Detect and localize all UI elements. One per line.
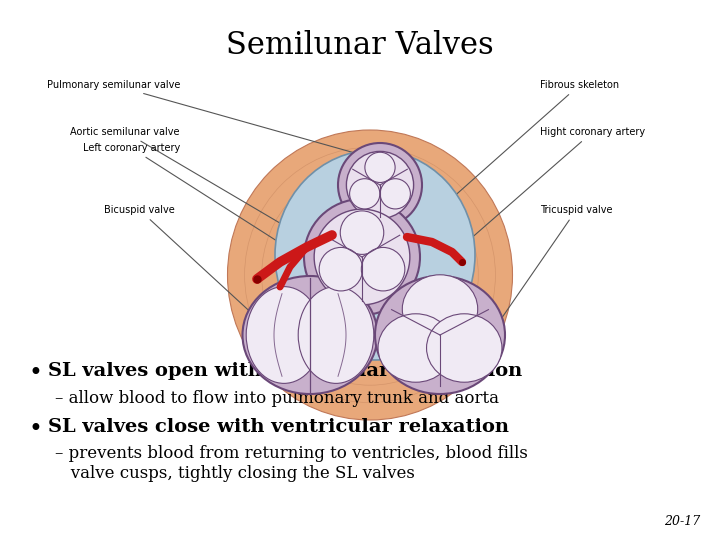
Text: Aortic semilunar valve: Aortic semilunar valve xyxy=(71,127,322,248)
Ellipse shape xyxy=(304,199,420,315)
Text: •: • xyxy=(28,362,42,385)
Text: Pulmonary semilunar valve: Pulmonary semilunar valve xyxy=(47,80,359,154)
Text: Left coronary artery: Left coronary artery xyxy=(83,143,300,255)
Ellipse shape xyxy=(426,314,502,382)
Ellipse shape xyxy=(346,151,413,219)
Ellipse shape xyxy=(361,247,405,291)
Ellipse shape xyxy=(402,275,477,343)
Text: – prevents blood from returning to ventricles, blood fills
   valve cusps, tight: – prevents blood from returning to ventr… xyxy=(55,445,528,482)
Text: Tricuspid valve: Tricuspid valve xyxy=(492,205,613,333)
Ellipse shape xyxy=(246,287,322,383)
Ellipse shape xyxy=(298,287,374,383)
Ellipse shape xyxy=(319,247,363,291)
Ellipse shape xyxy=(378,314,454,382)
Text: Fibrous skeleton: Fibrous skeleton xyxy=(452,80,619,198)
Ellipse shape xyxy=(314,209,410,305)
Ellipse shape xyxy=(380,179,410,209)
Ellipse shape xyxy=(243,276,377,394)
Ellipse shape xyxy=(375,276,505,394)
Text: 20-17: 20-17 xyxy=(664,515,700,528)
Text: Hight coronary artery: Hight coronary artery xyxy=(454,127,645,253)
Text: SL valves open with ventricular contraction: SL valves open with ventricular contract… xyxy=(48,362,522,380)
Text: •: • xyxy=(28,418,42,441)
Ellipse shape xyxy=(228,130,513,420)
Ellipse shape xyxy=(350,179,380,209)
Text: Semilunar Valves: Semilunar Valves xyxy=(226,30,494,61)
Text: Bicuspid valve: Bicuspid valve xyxy=(104,205,268,328)
Text: – allow blood to flow into pulmonary trunk and aorta: – allow blood to flow into pulmonary tru… xyxy=(55,390,499,407)
Ellipse shape xyxy=(275,150,475,360)
Ellipse shape xyxy=(341,211,384,254)
Ellipse shape xyxy=(365,152,395,183)
Ellipse shape xyxy=(338,143,422,227)
Text: SL valves close with ventricular relaxation: SL valves close with ventricular relaxat… xyxy=(48,418,509,436)
